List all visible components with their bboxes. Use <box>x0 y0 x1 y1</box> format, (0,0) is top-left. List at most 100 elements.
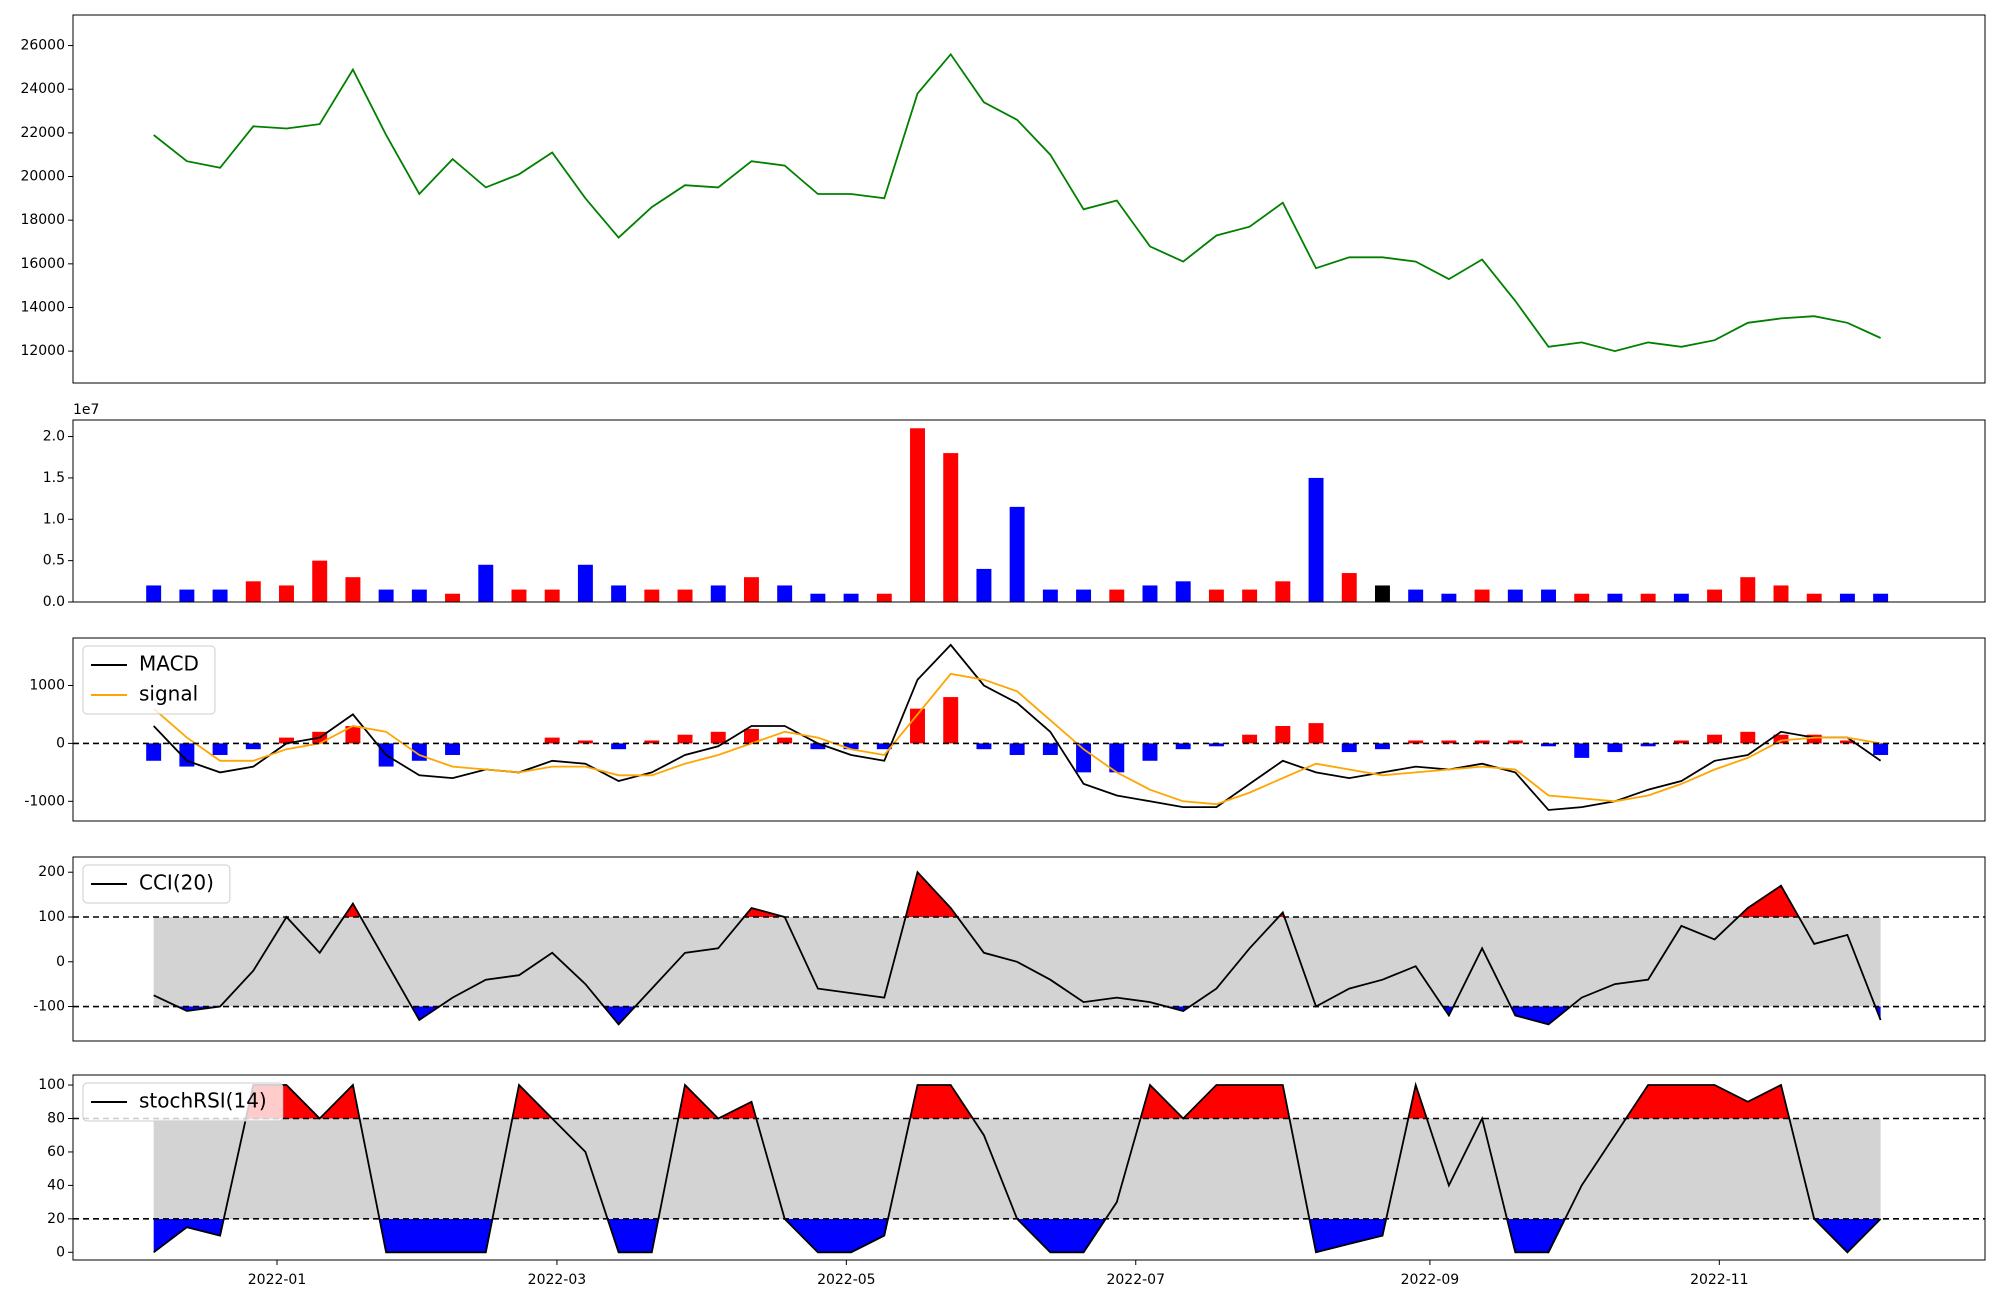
volume-bar <box>1242 589 1258 602</box>
legend: CCI(20) <box>82 864 231 904</box>
volume-bar <box>577 564 593 602</box>
histogram-bar <box>1308 723 1324 744</box>
plot-area <box>146 428 1889 602</box>
y-tick-label: 20000 <box>20 169 65 185</box>
y-tick-label: 22000 <box>20 125 65 141</box>
y-tick-label: 0 <box>56 1244 65 1260</box>
plot-area <box>73 870 1985 1026</box>
volume-bar <box>411 589 427 602</box>
y-tick-label: 40 <box>47 1177 65 1193</box>
histogram-bar <box>644 740 660 744</box>
histogram-bar <box>810 743 826 750</box>
volume-bar <box>1042 589 1058 602</box>
y-tick-label: 14000 <box>20 299 65 315</box>
volume-bar <box>1607 593 1623 602</box>
volume-bar <box>1076 589 1092 602</box>
volume-bar <box>976 568 992 602</box>
histogram-bar <box>1574 743 1590 758</box>
volume-bar <box>611 585 627 602</box>
x-tick-label: 2022-05 <box>817 1272 876 1288</box>
volume-bar <box>1541 589 1556 602</box>
y-tick-label: 0.5 <box>43 553 65 569</box>
volume-bar <box>1208 589 1224 602</box>
x-tick-label: 2022-09 <box>1401 1272 1460 1288</box>
histogram-bar <box>146 743 162 761</box>
volume-bar <box>1574 593 1590 602</box>
volume-bar <box>1308 477 1324 602</box>
volume-bar <box>1109 589 1125 602</box>
histogram-bar <box>1242 734 1258 744</box>
volume-bar <box>1839 593 1855 602</box>
y-tick-label: 2.0 <box>43 429 65 445</box>
overbought-fill <box>153 1085 1881 1119</box>
plot-area <box>73 1081 1985 1254</box>
indicator-line <box>153 870 1882 1026</box>
axes-frame <box>72 637 1986 822</box>
volume-bar <box>478 564 494 602</box>
histogram-bar <box>843 743 859 750</box>
volume-bar <box>146 585 162 602</box>
volume-bar <box>445 593 461 602</box>
volume-bar <box>345 577 361 602</box>
histogram-bar <box>1175 743 1191 750</box>
histogram-bar <box>1806 734 1822 744</box>
panel: -100 0 100 200 CCI(20) <box>33 856 1986 1042</box>
volume-bar <box>777 585 793 602</box>
y-tick-label: 26000 <box>20 38 65 54</box>
histogram-bar <box>1208 743 1224 747</box>
axes-frame <box>72 856 1986 1042</box>
legend-label: signal <box>139 682 198 706</box>
volume-bar <box>1707 589 1723 602</box>
histogram-bar <box>976 743 992 750</box>
y-tick-label: 20 <box>47 1211 65 1227</box>
axes-frame <box>72 1074 1986 1261</box>
y-tick-label: 200 <box>38 864 65 880</box>
volume-bar <box>1142 585 1158 602</box>
volume-bar <box>943 453 959 602</box>
volume-bar <box>843 593 859 602</box>
volume-bar <box>1740 577 1756 602</box>
x-tick-label: 2022-07 <box>1106 1272 1165 1288</box>
price-line <box>153 52 1881 353</box>
histogram-bar <box>1541 743 1556 747</box>
y-tick-label: -1000 <box>24 793 65 809</box>
histogram-bar <box>1042 743 1058 755</box>
x-tick-label: 2022-01 <box>248 1272 307 1288</box>
panel: 0.0 0.5 1.0 1.5 2.0 1e7 <box>43 402 1986 610</box>
y-tick-label: -100 <box>33 999 65 1015</box>
axes-frame <box>72 419 1986 603</box>
panel: 0 20 40 60 80 100 2022-01 2022-03 2022-05 2022-07… <box>38 1074 1986 1288</box>
volume-bar <box>1441 593 1457 602</box>
indicator-line <box>153 643 1882 811</box>
panel: 12000 14000 16000 18000 20000 22000 24000 26000 <box>20 14 1986 384</box>
axes-frame <box>72 14 1986 384</box>
volume-bar <box>1009 506 1025 602</box>
volume-bar <box>710 585 726 602</box>
y-tick-label: 0 <box>56 954 65 970</box>
offset-label: 1e7 <box>73 402 99 418</box>
volume-bar <box>245 581 261 602</box>
volume-bar <box>810 593 826 602</box>
histogram-bar <box>611 743 627 750</box>
histogram-bar <box>245 743 261 750</box>
volume-bar <box>1341 573 1357 602</box>
histogram-bar <box>1275 726 1291 744</box>
histogram-bar <box>1441 740 1457 744</box>
volume-bar <box>1408 589 1424 602</box>
volume-bar <box>644 589 660 602</box>
histogram-bar <box>1474 740 1490 744</box>
histogram-bar <box>1707 734 1723 744</box>
histogram-bar <box>1740 731 1756 744</box>
legend: MACD signal <box>82 645 216 715</box>
volume-bar <box>743 577 759 602</box>
legend-label: stochRSI(14) <box>139 1089 267 1113</box>
volume-bar <box>544 589 560 602</box>
histogram-bar <box>1076 743 1092 773</box>
histogram-bar <box>1839 740 1855 744</box>
indicator-line <box>153 672 1881 806</box>
legend-box <box>82 1082 284 1122</box>
histogram-bar <box>1142 743 1158 761</box>
x-tick-label: 2022-03 <box>528 1272 587 1288</box>
